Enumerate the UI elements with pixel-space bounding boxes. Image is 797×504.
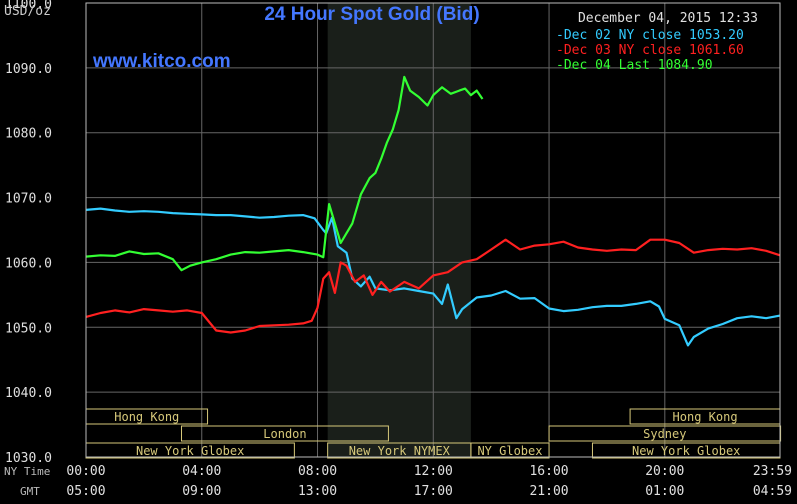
y-tick-label: 1090.0 — [5, 62, 52, 77]
kitco-watermark: www.kitco.com — [92, 51, 231, 72]
chart-legend: -Dec 02 NY close 1053.20-Dec 03 NY close… — [556, 28, 744, 73]
x-tick-label: 09:00 — [182, 484, 221, 499]
x-tick-label: 00:00 — [66, 464, 105, 479]
series-line — [85, 75, 484, 272]
y-tick-label: 1040.0 — [5, 386, 52, 401]
x-tick-label: 23:59 — [753, 464, 792, 479]
plot-border — [85, 2, 781, 458]
chart-timestamp: December 04, 2015 12:33 — [578, 11, 758, 26]
session-label: Hong Kong — [673, 410, 738, 424]
x-tick-label: 08:00 — [298, 464, 337, 479]
y-tick-label: 1100.0 — [5, 0, 52, 12]
session-label: NY Globex — [477, 444, 542, 458]
x-tick-label: 12:00 — [414, 464, 453, 479]
x-axis: NY Time 00:00 04:00 08:00 12:00 16:00 20:00 23:… — [4, 464, 792, 499]
session-label: New York Globex — [136, 444, 244, 458]
y-tick-label: 1050.0 — [5, 321, 52, 336]
session-label: Hong Kong — [114, 410, 179, 424]
y-tick-label: 1030.0 — [5, 451, 52, 466]
y-axis-unit-label: USD/oz — [4, 4, 51, 19]
series-line — [85, 207, 781, 347]
series-line — [85, 238, 781, 334]
x-row-label: NY Time — [4, 465, 50, 478]
x-row-label: GMT — [20, 485, 40, 498]
legend-entry: -Dec 04 Last 1084.90 — [556, 58, 713, 73]
x-tick-label: 13:00 — [298, 484, 337, 499]
y-tick-label: 1080.0 — [5, 127, 52, 142]
series-lines — [85, 75, 781, 347]
x-tick-label: 05:00 — [66, 484, 105, 499]
session-box — [181, 425, 389, 442]
session-box — [548, 425, 782, 442]
y-tick-label: 1060.0 — [5, 256, 52, 271]
session-label: Sydney — [643, 427, 686, 441]
legend-entry: -Dec 03 NY close 1061.60 — [556, 43, 744, 58]
market-sessions: Hong Kong Hong Kong London Sydney New York G… — [85, 408, 782, 459]
x-tick-label: 16:00 — [529, 464, 568, 479]
session-label: New York NYMEX — [349, 444, 451, 458]
session-box — [470, 442, 550, 459]
x-tick-label: 01:00 — [645, 484, 684, 499]
x-tick-label: 20:00 — [645, 464, 684, 479]
x-tick-label: 21:00 — [529, 484, 568, 499]
nymex-session-shade — [327, 3, 471, 457]
legend-entry: -Dec 02 NY close 1053.20 — [556, 28, 744, 43]
x-tick-label: 04:59 — [753, 484, 792, 499]
session-label: New York Globex — [632, 444, 740, 458]
x-tick-label: 17:00 — [414, 484, 453, 499]
x-tick-label: 04:00 — [182, 464, 221, 479]
y-tick-label: 1070.0 — [5, 192, 52, 207]
session-label: London — [263, 427, 306, 441]
chart-title: 24 Hour Spot Gold (Bid) — [264, 4, 479, 25]
y-axis: 1100.0 1090.0 1080.0 1070.0 1060.0 1050.0 1040… — [5, 0, 52, 466]
